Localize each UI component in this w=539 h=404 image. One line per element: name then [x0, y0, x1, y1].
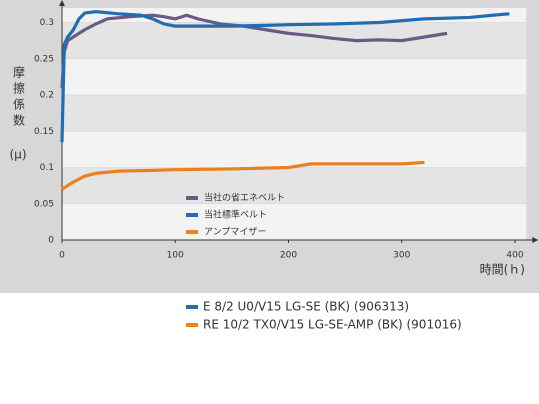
y-tick-label: 0.2	[40, 91, 54, 101]
x-tick-label: 0	[59, 251, 65, 261]
x-tick-label: 200	[280, 251, 297, 261]
y-tick-label: 0.25	[34, 54, 54, 64]
y-tick-label: 0	[48, 236, 54, 246]
legend-label: 当社標準ベルト	[204, 209, 267, 221]
x-tick-label: 400	[506, 251, 523, 261]
grid-band	[62, 22, 527, 59]
x-arrow	[532, 237, 539, 243]
x-label: 時間(ｈ)	[480, 263, 525, 277]
y-tick-label: 0.1	[40, 163, 54, 173]
y-tick-label: 0.15	[34, 127, 54, 137]
note-text: RE 10/2 TX0/V15 LG-SE-AMP (BK) (901016)	[203, 318, 462, 332]
y-tick-label: 0.3	[40, 18, 54, 28]
series-line	[61, 160, 425, 191]
series-line	[60, 10, 510, 143]
grid-band	[62, 95, 527, 132]
y-arrow	[59, 0, 65, 6]
y-unit: (μ)	[10, 148, 27, 162]
y-tick-label: 0.05	[34, 199, 54, 209]
x-tick-label: 100	[167, 251, 184, 261]
legend-label: アンプマイザー	[204, 227, 266, 238]
grid-band	[62, 167, 527, 204]
note-text: E 8/2 U0/V15 LG-SE (BK) (906313)	[203, 300, 409, 314]
legend-label: 当社の省エネベルト	[204, 192, 285, 204]
series-line	[60, 13, 448, 88]
y-label: 摩擦係数	[12, 65, 26, 130]
x-tick-label: 300	[393, 251, 410, 261]
